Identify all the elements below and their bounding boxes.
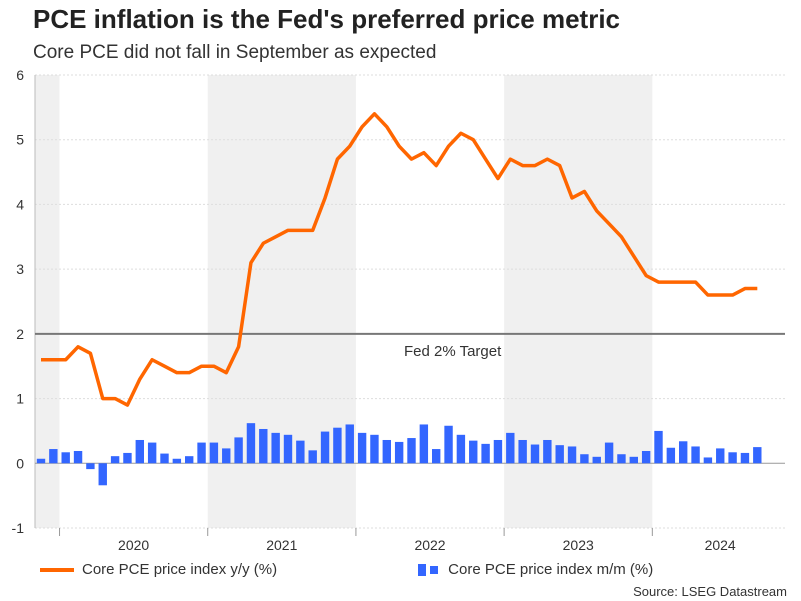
- bar-mm: [370, 434, 379, 464]
- bar-mm: [691, 446, 700, 464]
- bar-mm: [86, 463, 95, 470]
- bar-mm: [506, 432, 515, 464]
- x-tick-label: 2022: [414, 537, 445, 553]
- bar-mm: [73, 450, 83, 464]
- bar-mm: [753, 447, 762, 464]
- bar-mm: [419, 424, 429, 464]
- bar-mm: [617, 454, 626, 464]
- bar-mm: [382, 439, 391, 464]
- bar-mm: [432, 449, 441, 464]
- y-tick-label: 0: [16, 455, 24, 471]
- y-tick-label: 4: [16, 196, 24, 212]
- y-tick-label: 3: [16, 261, 24, 277]
- bar-mm: [172, 458, 182, 464]
- legend-label: Core PCE price index m/m (%): [448, 561, 654, 578]
- legend-label: Core PCE price index y/y (%): [82, 561, 278, 578]
- legend-bar-swatch: [418, 564, 426, 577]
- bar-mm: [555, 445, 564, 464]
- bar-mm: [333, 427, 342, 464]
- bar-mm: [703, 457, 713, 464]
- bar-mm: [456, 434, 466, 464]
- bar-mm: [271, 432, 280, 464]
- bar-mm: [160, 453, 169, 464]
- chart-subtitle: Core PCE did not fall in September as ex…: [33, 42, 437, 63]
- shaded-year-band: [504, 75, 653, 528]
- bar-mm: [36, 458, 46, 464]
- bar-mm: [283, 434, 293, 464]
- legend-item-bar: Core PCE price index m/m (%): [418, 561, 653, 578]
- bar-mm: [246, 423, 256, 464]
- bar-mm: [209, 442, 219, 464]
- bar-mm: [296, 440, 305, 464]
- y-tick-label: 6: [16, 67, 24, 83]
- source-note: Source: LSEG Datastream: [633, 584, 787, 599]
- bar-mm: [197, 442, 206, 464]
- bar-mm: [543, 439, 552, 464]
- bar-mm: [394, 441, 404, 464]
- bar-mm: [444, 425, 453, 464]
- bar-mm: [666, 447, 676, 464]
- bar-mm: [493, 439, 503, 464]
- bar-mm: [222, 448, 231, 464]
- x-tick-label: 2021: [266, 537, 297, 553]
- bar-mm: [530, 444, 540, 464]
- bar-mm: [629, 456, 638, 464]
- legend-bar-swatch: [430, 566, 439, 575]
- fed-target-label: Fed 2% Target: [404, 343, 502, 360]
- chart-title: PCE inflation is the Fed's preferred pri…: [33, 4, 621, 34]
- bar-mm: [98, 463, 107, 486]
- bar-mm: [481, 443, 490, 464]
- shaded-year-band: [207, 75, 356, 528]
- y-tick-label: -1: [12, 520, 25, 536]
- bar-mm: [345, 424, 354, 464]
- bar-mm: [320, 431, 330, 464]
- bar-mm: [110, 456, 120, 464]
- bar-mm: [308, 450, 317, 464]
- y-tick-label: 1: [16, 391, 24, 407]
- bar-mm: [567, 446, 577, 464]
- x-tick-label: 2020: [118, 537, 149, 553]
- bar-mm: [357, 432, 367, 464]
- bar-mm: [147, 442, 157, 464]
- bar-mm: [135, 439, 144, 464]
- bar-mm: [716, 448, 725, 464]
- bar-mm: [740, 452, 750, 464]
- bar-mm: [234, 437, 243, 464]
- bar-mm: [61, 452, 70, 464]
- y-tick-label: 2: [16, 326, 24, 342]
- bar-mm: [407, 438, 416, 464]
- y-tick-label: 5: [16, 132, 24, 148]
- bar-mm: [679, 441, 688, 464]
- x-tick-label: 2023: [563, 537, 594, 553]
- bar-mm: [259, 428, 268, 464]
- bar-mm: [580, 454, 589, 464]
- bar-mm: [469, 440, 478, 464]
- bar-mm: [654, 430, 663, 464]
- bar-mm: [518, 439, 527, 464]
- x-tick-label: 2024: [705, 537, 736, 553]
- bar-mm: [49, 449, 58, 464]
- legend-line-swatch: [40, 568, 74, 573]
- bar-mm: [604, 442, 614, 464]
- bar-mm: [592, 456, 601, 464]
- bar-mm: [185, 456, 194, 464]
- bar-mm: [728, 452, 737, 464]
- legend-item-line: Core PCE price index y/y (%): [40, 561, 277, 578]
- bar-mm: [123, 452, 132, 464]
- bar-mm: [641, 450, 651, 464]
